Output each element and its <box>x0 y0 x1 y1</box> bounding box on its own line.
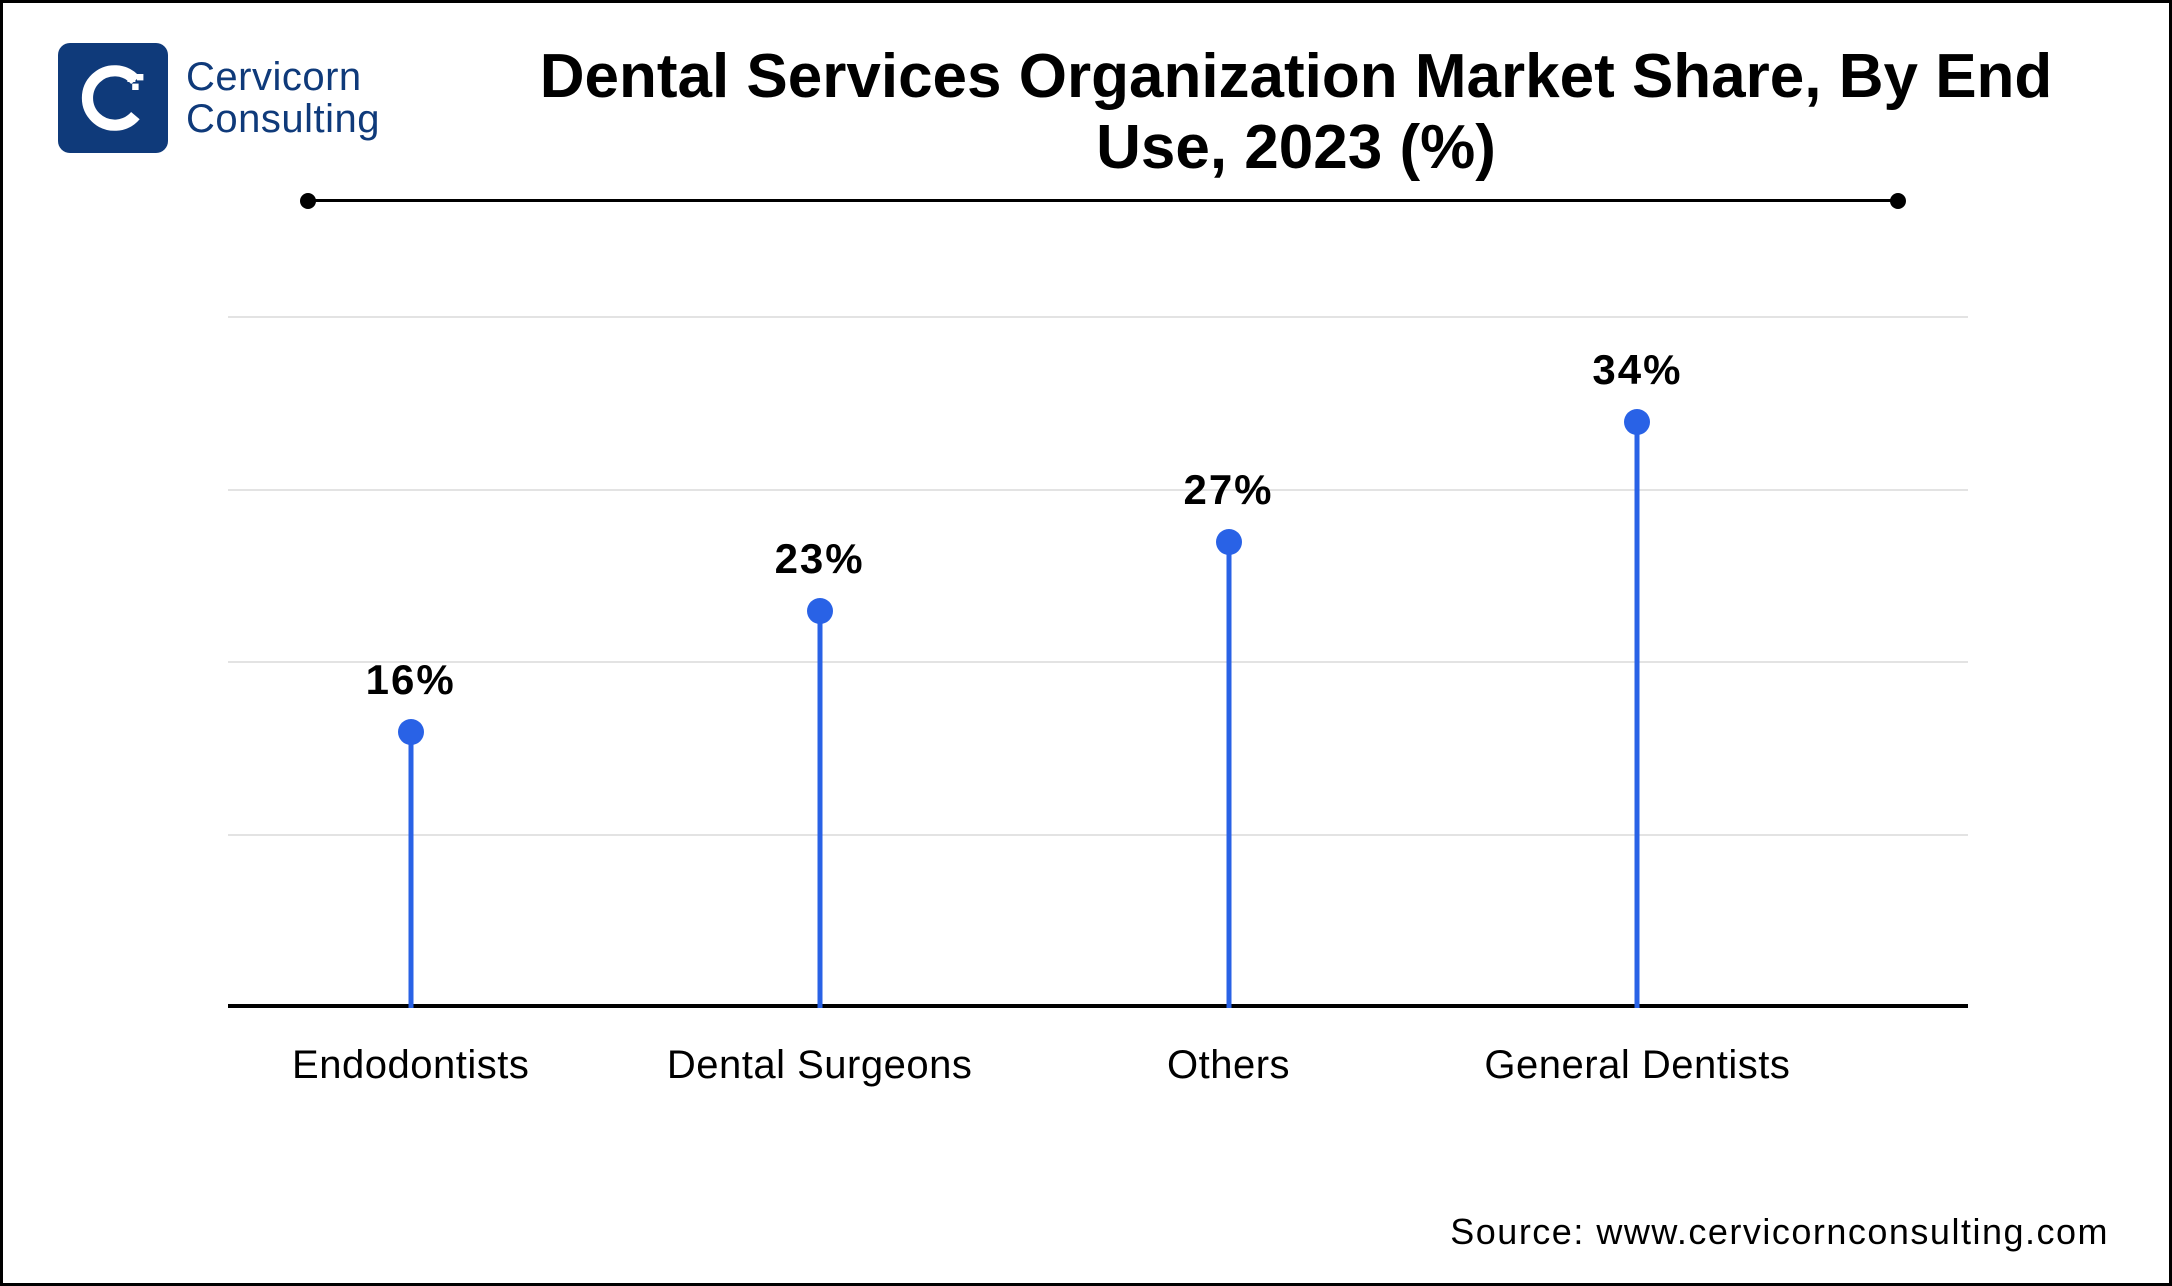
logo-text: Cervicorn Consulting <box>186 56 380 140</box>
chart-gridline <box>228 489 1968 491</box>
category-label: General Dentists <box>1484 1043 1790 1088</box>
chart-gridline <box>228 661 1968 663</box>
value-label: 16% <box>366 656 456 704</box>
logo-mark <box>58 43 168 153</box>
lollipop-dot <box>1624 409 1650 435</box>
category-label: Dental Surgeons <box>667 1043 972 1088</box>
lollipop-dot <box>1216 529 1242 555</box>
lollipop-stem <box>817 611 822 1008</box>
value-label: 23% <box>775 535 865 583</box>
logo-c-icon <box>73 58 153 138</box>
brand-logo: Cervicorn Consulting <box>58 43 380 153</box>
value-label: 27% <box>1183 466 1273 514</box>
logo-line1: Cervicorn <box>186 56 380 98</box>
chart-gridline <box>228 316 1968 318</box>
chart-title: Dental Services Organization Market Shar… <box>483 41 2109 184</box>
lollipop-dot <box>398 719 424 745</box>
lollipop-stem <box>1635 422 1640 1009</box>
chart-baseline <box>228 1004 1968 1008</box>
value-label: 34% <box>1592 346 1682 394</box>
category-label: Others <box>1167 1043 1290 1088</box>
logo-line2: Consulting <box>186 98 380 140</box>
lollipop-stem <box>408 732 413 1008</box>
category-label: Endodontists <box>292 1043 529 1088</box>
lollipop-chart: 16%Endodontists23%Dental Surgeons27%Othe… <box>228 318 1968 1008</box>
source-attribution: Source: www.cervicornconsulting.com <box>1450 1211 2109 1253</box>
chart-frame: Cervicorn Consulting Dental Services Org… <box>0 0 2172 1286</box>
chart-gridline <box>228 834 1968 836</box>
lollipop-dot <box>807 598 833 624</box>
title-underline <box>308 199 1898 202</box>
lollipop-stem <box>1226 542 1231 1008</box>
